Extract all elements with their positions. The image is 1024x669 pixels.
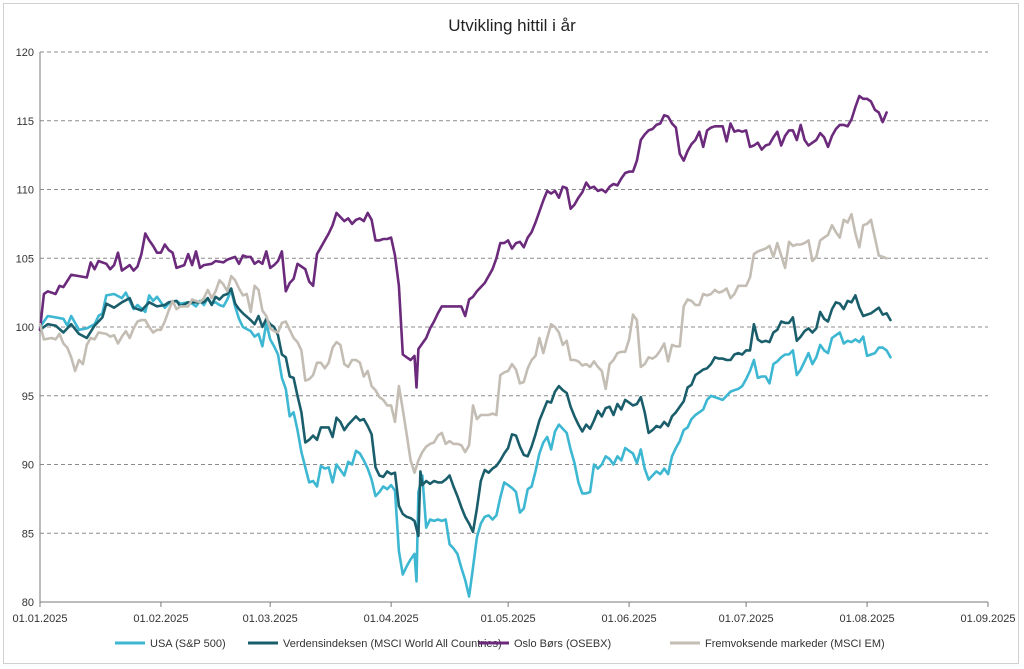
legend: USA (S&P 500) Verdensindeksen (MSCI World… <box>115 638 885 650</box>
x-tick-label: 01.03.2025 <box>243 613 298 625</box>
series-lines <box>38 94 892 598</box>
y-axis-ticks: 80 85 90 95 100 105 110 115 120 <box>16 47 34 609</box>
legend-label-1: USA (S&P 500) <box>150 638 226 650</box>
series-line-2 <box>38 287 892 538</box>
x-tick-label: 01.08.2025 <box>840 613 895 625</box>
x-tick-label: 01.09.2025 <box>960 613 1015 625</box>
legend-label-2: Verdensindeksen (MSCI World All Countrie… <box>283 638 502 650</box>
chart-frame <box>3 3 1019 664</box>
legend-label-4: Fremvoksende markeder (MSCI EM) <box>705 638 885 650</box>
series-line-1 <box>38 288 892 598</box>
y-tick-label: 105 <box>16 253 34 265</box>
y-tick-label: 115 <box>16 116 34 128</box>
y-tick-label: 80 <box>22 597 34 609</box>
y-tick-label: 100 <box>16 322 34 334</box>
y-tick-label: 85 <box>22 528 34 540</box>
y-tick-label: 120 <box>16 47 34 59</box>
series-line-3 <box>38 94 888 389</box>
x-axis-ticks: 01.01.2025 01.02.2025 01.03.2025 01.04.2025… <box>12 602 1016 625</box>
x-tick-label: 01.04.2025 <box>364 613 419 625</box>
chart-title: Utvikling hittil i år <box>448 16 576 35</box>
y-tick-label: 110 <box>16 185 34 197</box>
y-tick-label: 90 <box>22 460 34 472</box>
x-tick-label: 01.01.2025 <box>12 613 67 625</box>
x-tick-label: 01.02.2025 <box>133 613 188 625</box>
x-tick-label: 01.07.2025 <box>719 613 774 625</box>
y-tick-label: 95 <box>22 391 34 403</box>
x-tick-label: 01.06.2025 <box>602 613 657 625</box>
x-tick-label: 01.05.2025 <box>481 613 536 625</box>
series-line-4 <box>38 212 888 474</box>
gridlines <box>39 51 988 603</box>
legend-label-3: Oslo Børs (OSEBX) <box>514 638 611 650</box>
